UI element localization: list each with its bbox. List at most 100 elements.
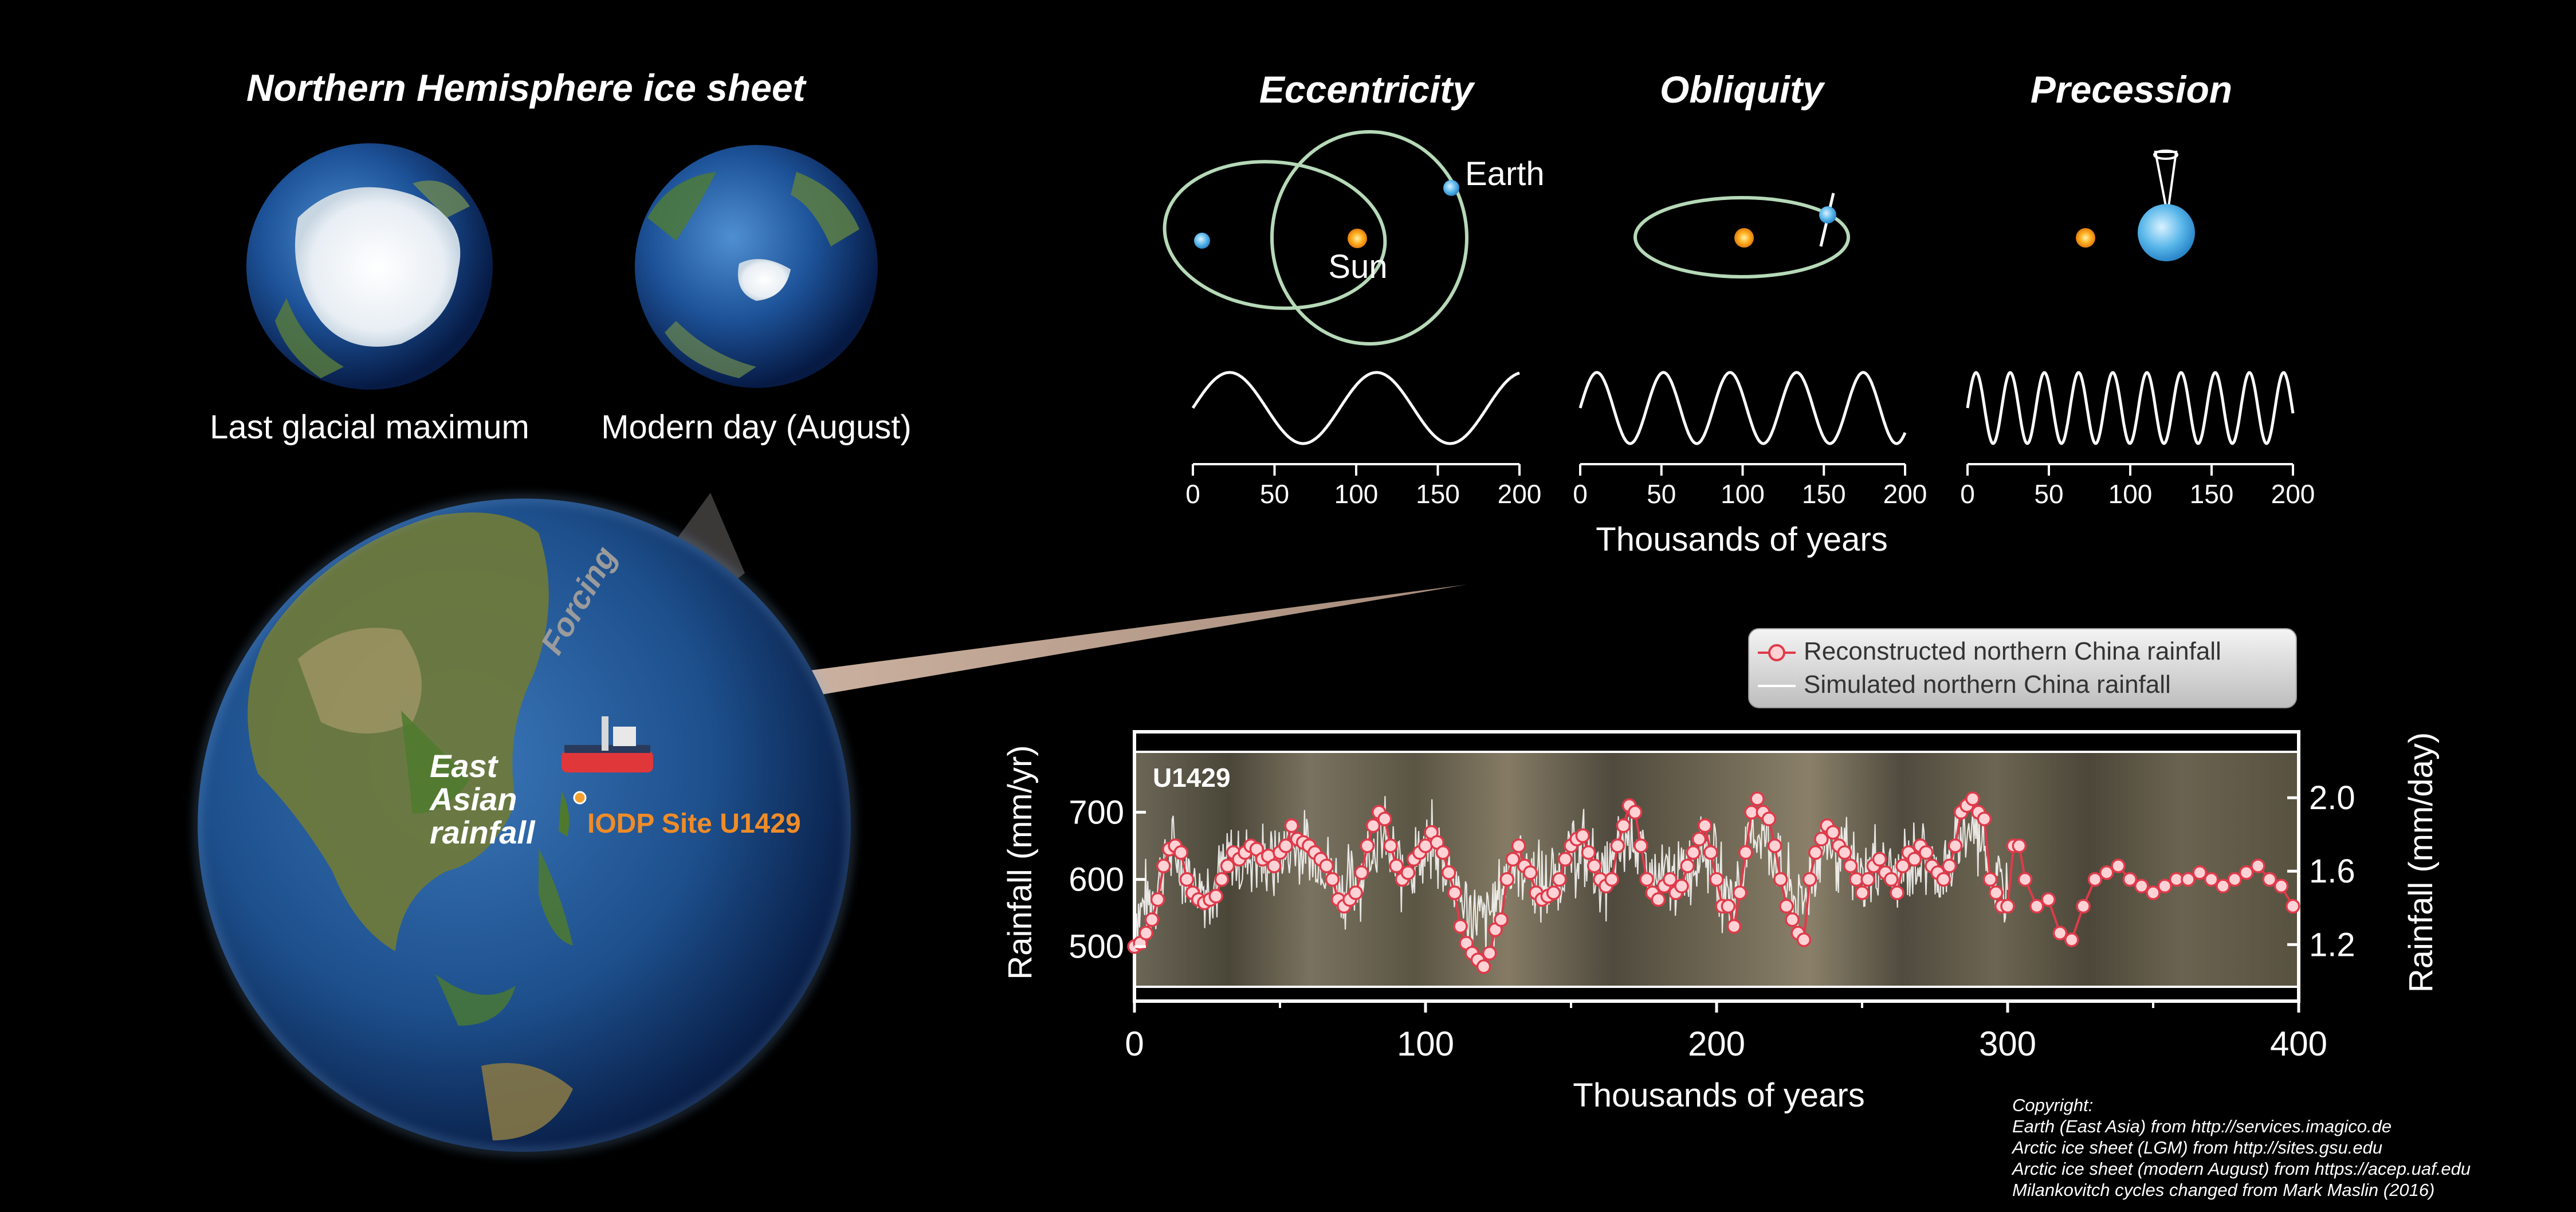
chart-legend [1748, 628, 2297, 708]
y2-tick-label: 1.6 [2309, 853, 2355, 890]
earth-label: Earth [1465, 155, 1545, 193]
obliquity-cycle-chart: 0 50 100 150 200 [1573, 371, 1927, 509]
y-axis-label-right: Rainfall (mm/day) [2402, 732, 2440, 993]
reconstructed-point [2192, 865, 2208, 880]
rainfall-xlabel: Thousands of years [1573, 1077, 1865, 1114]
cycle-x-tick-label: 200 [1883, 479, 1927, 509]
reconstructed-point [1377, 811, 1392, 826]
reconstructed-point [2111, 858, 2126, 873]
reconstructed-point [2251, 858, 2265, 873]
copyright-block: Copyright: Earth (East Asia) from http:/… [2012, 1095, 2471, 1200]
sun-icon [1348, 229, 1367, 248]
sun-icon [1734, 228, 1754, 248]
reconstructed-point [1284, 818, 1299, 833]
reconstructed-point [1581, 845, 1596, 860]
reconstructed-point [1942, 858, 1957, 873]
reconstructed-rainfall-line [1127, 791, 2300, 974]
east-asian-rainfall-label: East Asian rainfall [430, 748, 535, 850]
east-asia-globe [194, 495, 855, 1156]
reconstructed-point [1383, 838, 1398, 853]
reconstructed-point [1360, 838, 1375, 853]
reconstructed-point [2029, 899, 2044, 914]
reconstructed-point [1179, 872, 1195, 887]
ship-icon [561, 716, 653, 805]
reconstructed-point [2227, 872, 2242, 887]
reconstructed-point [1365, 818, 1381, 833]
reconstructed-point [1843, 858, 1858, 873]
reconstructed-point [1732, 885, 1748, 900]
cycle-x-tick-label: 150 [1416, 479, 1460, 509]
cycle-x-tick-label: 200 [1498, 479, 1542, 509]
reconstructed-point [2041, 892, 2056, 907]
reconstructed-point [1808, 845, 1823, 860]
y-tick-label: 600 [1069, 861, 1124, 899]
reconstructed-point [1354, 865, 1369, 880]
eccentricity-orbit-diagram [1163, 130, 1468, 346]
reconstructed-point [1505, 852, 1521, 867]
reconstructed-point [2157, 878, 2173, 894]
cycle-x-tick-label: 50 [1647, 479, 1676, 509]
y-tick-label: 500 [1069, 928, 1124, 966]
cycle-x-tick-label: 150 [2190, 479, 2234, 509]
iodp-site-label: IODP Site U1429 [587, 809, 801, 839]
reconstructed-point [1499, 872, 1514, 887]
earth-icon [2138, 204, 2195, 261]
reconstructed-point [1691, 831, 1707, 847]
reconstructed-point [1208, 889, 1223, 904]
reconstructed-point [1173, 845, 1189, 860]
sun-icon [2076, 228, 2095, 248]
reconstructed-point [1890, 885, 1904, 900]
reconstructed-point [1220, 858, 1235, 873]
reconstructed-point [2134, 878, 2149, 894]
cycle-x-tick-label: 50 [2034, 479, 2063, 509]
reconstructed-point [1814, 831, 1829, 847]
reconstructed-point [2000, 899, 2015, 914]
reconstructed-point [1982, 872, 1998, 887]
reconstructed-point [1796, 932, 1812, 947]
reconstructed-point [1907, 852, 1922, 867]
reconstructed-point [1214, 872, 1230, 887]
rainfall-chart: 0 100 200 300 400 500 600 700 1.2 1.6 2.0 [1069, 730, 2355, 1063]
reconstructed-point [1150, 892, 1165, 907]
reconstructed-point [2076, 899, 2091, 914]
modern-label: Modern day (August) [601, 409, 912, 446]
x-tick-label: 200 [1688, 1025, 1745, 1063]
reconstructed-point [1721, 899, 1736, 914]
y-tick-label: 700 [1069, 794, 1124, 831]
cycle-x-tick-label: 100 [1334, 479, 1379, 509]
cycle-curve [1578, 371, 1907, 445]
reconstructed-point [1319, 858, 1334, 873]
reconstructed-point [1156, 858, 1171, 873]
reconstructed-point [1855, 885, 1870, 900]
reconstructed-point [2239, 865, 2254, 880]
simulated-legend-label: Simulated northern China rainfall [1804, 670, 2171, 699]
rainfall-chart-axes: 0 100 200 300 400 500 600 700 1.2 1.6 2.0 [1069, 779, 2355, 1063]
reconstructed-point [1389, 858, 1404, 873]
reconstructed-point [1947, 838, 1963, 853]
x-tick-label: 100 [1397, 1025, 1454, 1063]
reconstructed-point [1761, 811, 1777, 826]
cycle-x-tick-label: 150 [1802, 479, 1846, 509]
reconstructed-point [1686, 845, 1701, 860]
reconstructed-point [1703, 845, 1718, 860]
reconstructed-point [1674, 878, 1689, 894]
precession-cycle-chart: 0 50 100 150 200 [1960, 371, 2315, 509]
reconstructed-point [1697, 818, 1713, 833]
reconstructed-point [1552, 872, 1567, 887]
eccentricity-title: Eccentricity [1259, 68, 1474, 111]
reconstructed-point [1825, 825, 1840, 840]
reconstructed-legend-marker [1768, 644, 1785, 661]
reconstructed-point [1435, 845, 1451, 860]
reconstructed-point [1325, 872, 1340, 887]
reconstructed-point [1278, 838, 1293, 853]
reconstructed-point [1750, 791, 1765, 806]
reconstructed-point [1977, 811, 1992, 826]
cycle-x-tick-label: 200 [2271, 479, 2315, 509]
reconstructed-point [2087, 872, 2103, 887]
reconstructed-point [1785, 912, 1800, 927]
precession-title: Precession [2030, 68, 2233, 111]
reconstructed-point [1633, 838, 1648, 853]
reconstructed-point [1144, 912, 1160, 927]
reconstructed-point [1709, 872, 1724, 887]
